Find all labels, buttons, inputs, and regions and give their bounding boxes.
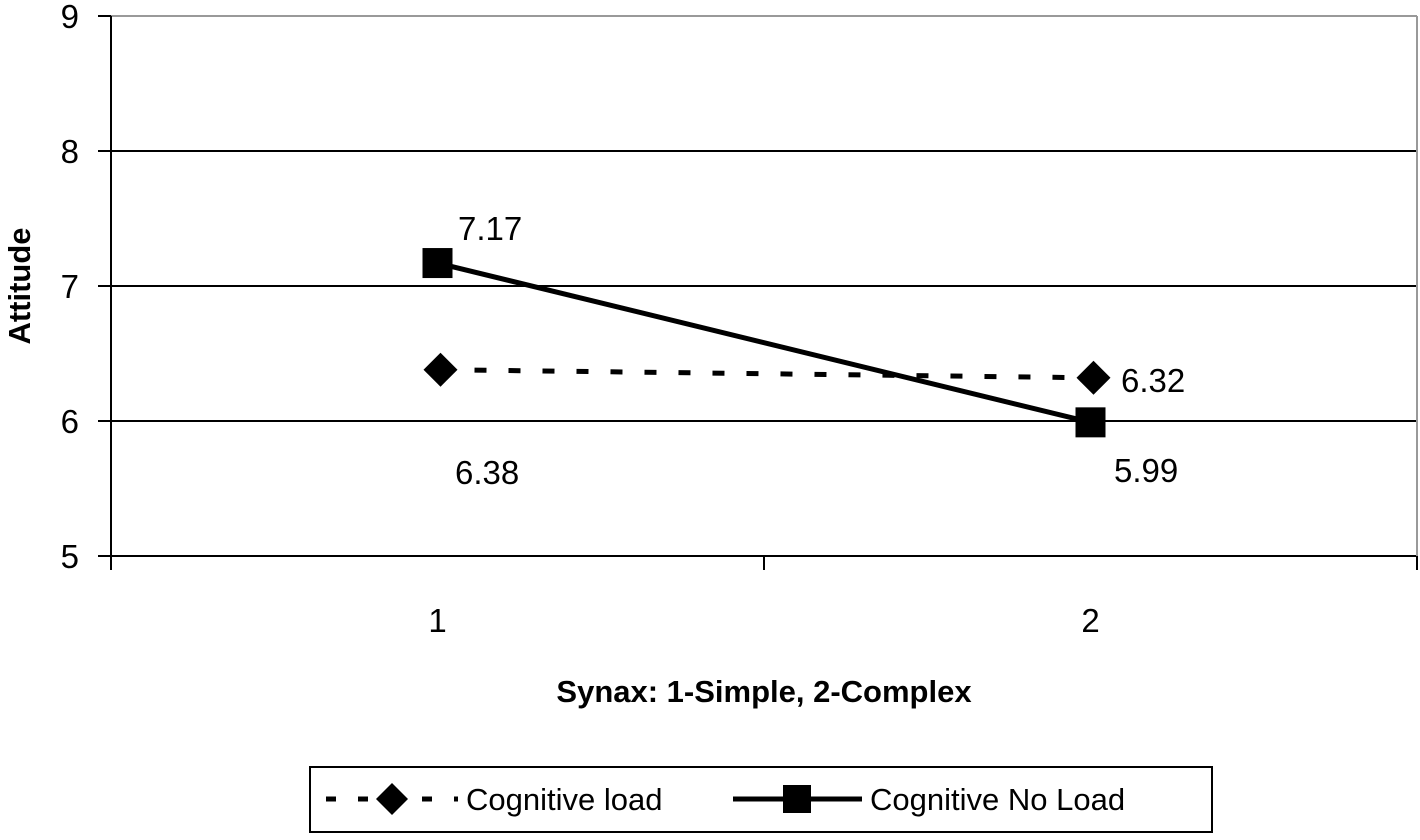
legend-square-marker [783,785,811,813]
diamond-marker [1076,360,1111,395]
legend-diamond-marker [376,783,408,815]
legend: Cognitive load Cognitive No Load [309,766,1213,833]
y-tick-label-9: 9 [61,0,79,35]
data-label: 6.32 [1121,362,1185,399]
data-label: 6.38 [455,454,519,491]
square-marker [422,248,453,279]
data-label: 5.99 [1114,452,1178,489]
y-tick-label-5: 5 [61,538,79,575]
diamond-marker [423,352,458,387]
x-tick-label-2: 2 [1081,602,1099,639]
square-marker [1075,407,1106,438]
series-line-0 [440,367,1094,381]
x-tick-label-1: 1 [428,602,446,639]
legend-label-cognitive-no-load: Cognitive No Load [870,782,1125,817]
series-line-1 [436,260,1092,425]
data-label: 7.17 [458,210,522,247]
y-tick-label-8: 8 [61,133,79,170]
x-axis-label: Synax: 1-Simple, 2-Complex [556,674,972,709]
y-axis-label: Attitude [2,227,37,344]
y-tick-label-7: 7 [61,268,79,305]
legend-label-cognitive-load: Cognitive load [466,782,662,817]
y-tick-label-6: 6 [61,403,79,440]
